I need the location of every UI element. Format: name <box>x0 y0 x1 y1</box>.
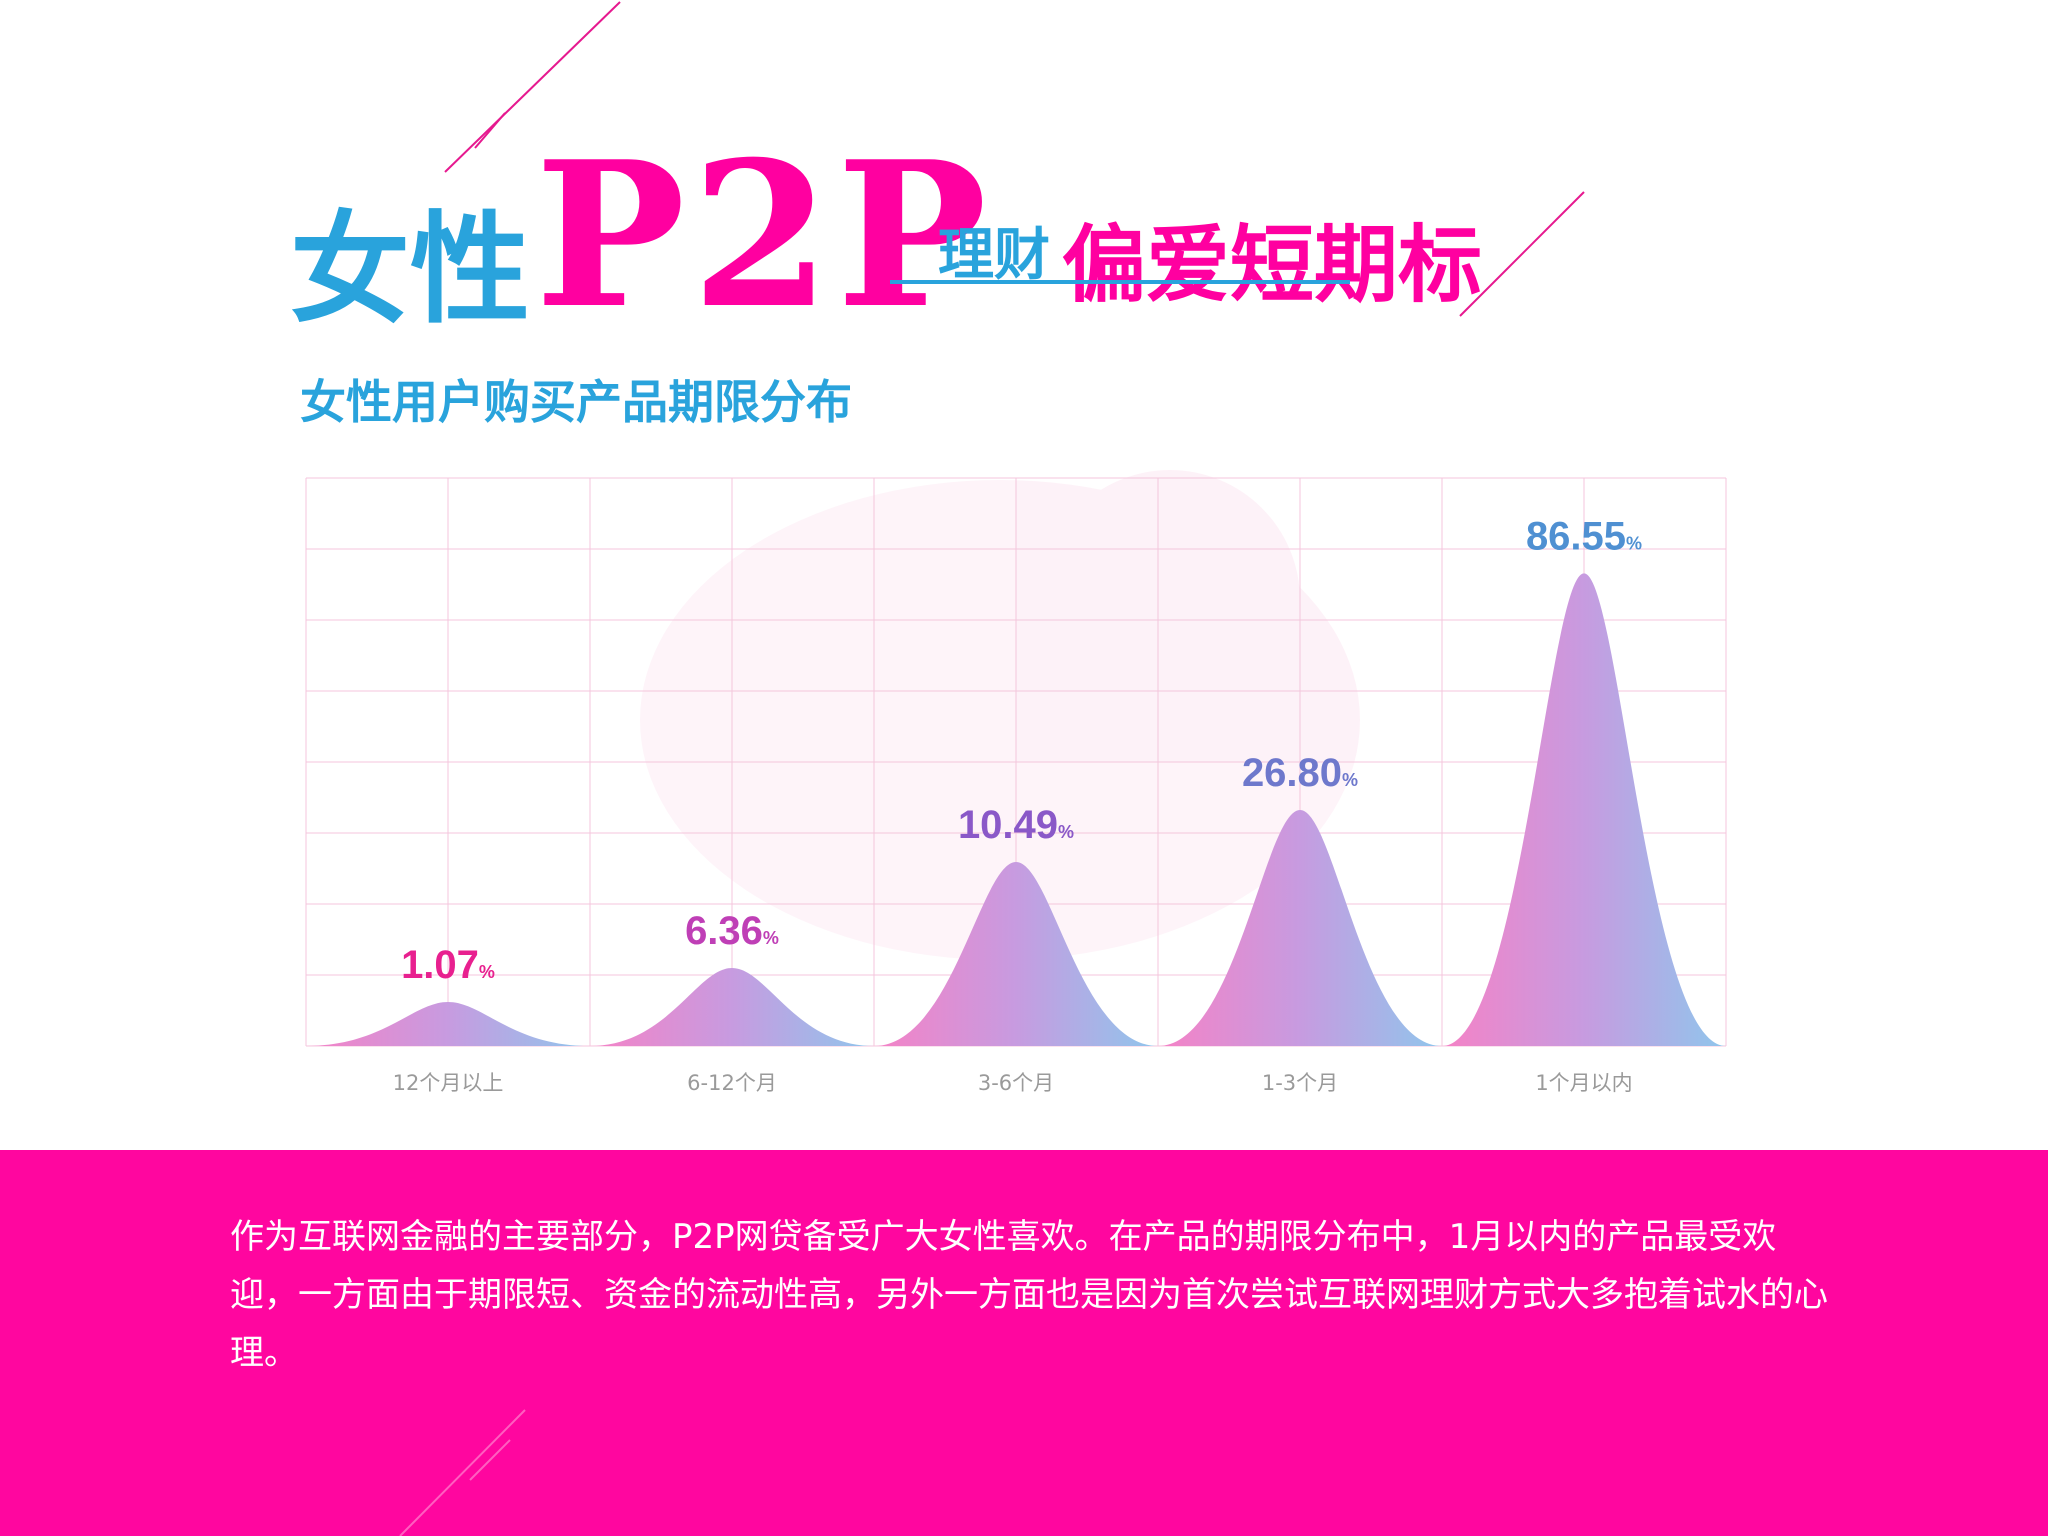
title-p2p: P2P <box>535 118 993 353</box>
peak-5 <box>1442 573 1726 1046</box>
peak-3 <box>874 862 1158 1046</box>
x-label-5: 1个月以内 <box>1535 1071 1632 1095</box>
peak-2 <box>590 968 874 1046</box>
x-label-3: 3-6个月 <box>978 1071 1054 1095</box>
deco-line-top-left-short <box>474 112 506 149</box>
x-label-1: 12个月以上 <box>393 1071 504 1095</box>
description-paragraph: 作为互联网金融的主要部分，P2P网贷备受广大女性喜欢。在产品的期限分布中，1月以… <box>230 1217 1828 1373</box>
value-label-3: 10.49% <box>958 803 1074 847</box>
x-label-2: 6-12个月 <box>687 1071 777 1095</box>
title-underline <box>890 280 1350 284</box>
chart-subtitle: 女性用户购买产品期限分布 <box>300 375 852 429</box>
chart-value-labels: 1.07% 6.36% 10.49% 26.80% 86.55% <box>401 514 1642 987</box>
deco-line-top-right <box>1459 191 1585 317</box>
main-title: 女性 P2P 理财 偏爱短期标 <box>290 118 1490 353</box>
chart-peaks <box>306 573 1726 1046</box>
peak-4 <box>1158 810 1442 1046</box>
footer-decorative-lines <box>399 1409 526 1536</box>
deco-line-top-left <box>444 1 621 173</box>
title-licai: 理财 <box>938 222 1050 288</box>
peak-1 <box>306 1002 590 1046</box>
value-label-2: 6.36% <box>685 909 779 953</box>
footer-band: 作为互联网金融的主要部分，P2P网贷备受广大女性喜欢。在产品的期限分布中，1月以… <box>0 1150 2048 1536</box>
x-label-4: 1-3个月 <box>1262 1071 1338 1095</box>
term-distribution-chart: 1.07% 6.36% 10.49% 26.80% 86.55% 12个月以上 6-12个… <box>305 470 1727 1095</box>
value-label-5: 86.55% <box>1526 514 1642 558</box>
title-female: 女性 <box>290 199 530 340</box>
title-rest: 偏爱短期标 <box>1062 215 1483 314</box>
background-watermark <box>640 470 1360 960</box>
value-label-4: 26.80% <box>1242 751 1358 795</box>
value-label-1: 1.07% <box>401 943 495 987</box>
chart-x-labels: 12个月以上 6-12个月 3-6个月 1-3个月 1个月以内 <box>393 1071 1633 1095</box>
